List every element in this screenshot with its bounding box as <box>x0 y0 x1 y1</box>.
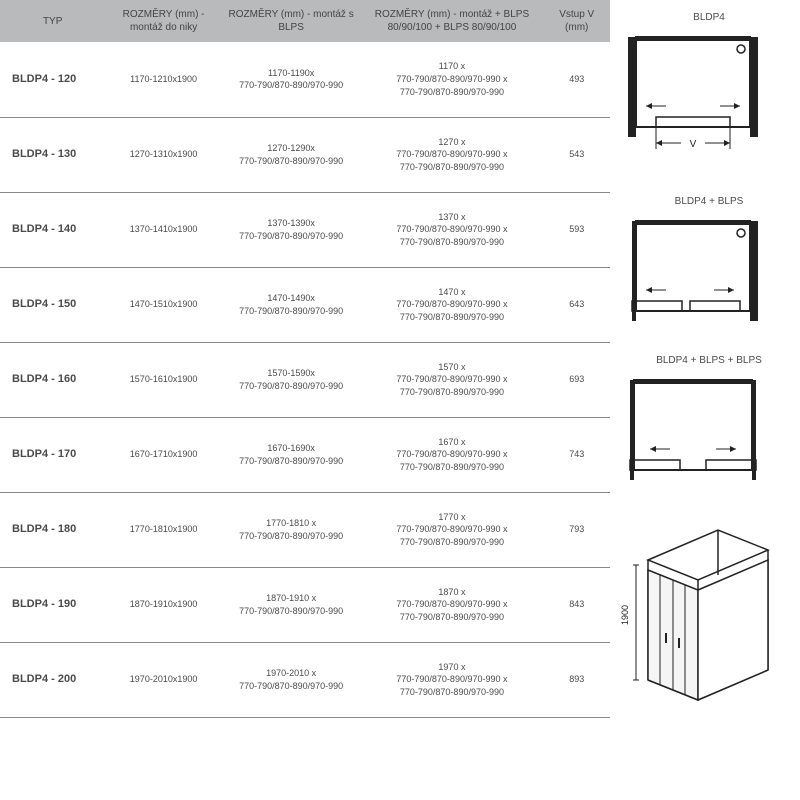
cell-c3: 1670 x770-790/870-890/970-990 x770-790/8… <box>360 417 543 492</box>
cell-c1: 1870-1910x1900 <box>105 567 221 642</box>
header-c4: Vstup V (mm) <box>543 0 610 42</box>
cell-c2: 1170-1190x770-790/870-890/970-990 <box>222 42 361 117</box>
cell-c3: 1770 x770-790/870-890/970-990 x770-790/8… <box>360 492 543 567</box>
header-c3: ROZMĚRY (mm) - montáž + BLPS 80/90/100 +… <box>360 0 543 42</box>
cell-c4: 493 <box>543 42 610 117</box>
cell-typ: BLDP4 - 170 <box>0 417 105 492</box>
diagram1-title: BLDP4 <box>618 12 800 23</box>
cell-c1: 1970-2010x1900 <box>105 642 221 717</box>
cell-c3: 1570 x770-790/870-890/970-990 x770-790/8… <box>360 342 543 417</box>
diagrams-panel: BLDP4 V BLDP4 + BLPS <box>610 0 800 800</box>
table-row: BLDP4 - 1201170-1210x19001170-1190x770-7… <box>0 42 610 117</box>
header-c1: ROZMĚRY (mm) - montáž do niky <box>105 0 221 42</box>
cell-c1: 1470-1510x1900 <box>105 267 221 342</box>
diagram3-title: BLDP4 + BLPS + BLPS <box>618 355 800 366</box>
cell-c4: 693 <box>543 342 610 417</box>
header-typ: TYP <box>0 0 105 42</box>
header-c2: ROZMĚRY (mm) - montáž s BLPS <box>222 0 361 42</box>
cell-c2: 1470-1490x770-790/870-890/970-990 <box>222 267 361 342</box>
cell-typ: BLDP4 - 140 <box>0 192 105 267</box>
table-row: BLDP4 - 1601570-1610x19001570-1590x770-7… <box>0 342 610 417</box>
cell-c4: 743 <box>543 417 610 492</box>
cell-typ: BLDP4 - 180 <box>0 492 105 567</box>
diagram2-title: BLDP4 + BLPS <box>618 196 800 207</box>
table-row: BLDP4 - 1401370-1410x19001370-1390x770-7… <box>0 192 610 267</box>
cell-c4: 593 <box>543 192 610 267</box>
cell-typ: BLDP4 - 160 <box>0 342 105 417</box>
cell-c3: 1170 x770-790/870-890/970-990 x770-790/8… <box>360 42 543 117</box>
cell-c2: 1570-1590x770-790/870-890/970-990 <box>222 342 361 417</box>
cell-c2: 1870-1910 x770-790/870-890/970-990 <box>222 567 361 642</box>
cell-c3: 1270 x770-790/870-890/970-990 x770-790/8… <box>360 117 543 192</box>
cell-c3: 1870 x770-790/870-890/970-990 x770-790/8… <box>360 567 543 642</box>
table-row: BLDP4 - 2001970-2010x19001970-2010 x770-… <box>0 642 610 717</box>
cell-c2: 1370-1390x770-790/870-890/970-990 <box>222 192 361 267</box>
table-header-row: TYP ROZMĚRY (mm) - montáž do niky ROZMĚR… <box>0 0 610 42</box>
diagram-3d: 1900 <box>618 510 788 710</box>
cell-c1: 1770-1810x1900 <box>105 492 221 567</box>
cell-c4: 643 <box>543 267 610 342</box>
cell-c4: 843 <box>543 567 610 642</box>
cell-typ: BLDP4 - 120 <box>0 42 105 117</box>
table-row: BLDP4 - 1501470-1510x19001470-1490x770-7… <box>0 267 610 342</box>
cell-c3: 1970 x770-790/870-890/970-990 x770-790/8… <box>360 642 543 717</box>
table-row: BLDP4 - 1901870-1910x19001870-1910 x770-… <box>0 567 610 642</box>
table-row: BLDP4 - 1301270-1310x19001270-1290x770-7… <box>0 117 610 192</box>
cell-c4: 893 <box>543 642 610 717</box>
diagram-bldp4: V <box>618 31 768 171</box>
height-label: 1900 <box>620 605 630 625</box>
v-label: V <box>690 139 697 150</box>
dimensions-table: TYP ROZMĚRY (mm) - montáž do niky ROZMĚR… <box>0 0 610 800</box>
cell-c1: 1170-1210x1900 <box>105 42 221 117</box>
diagram-bldp4-blps-blps <box>618 374 768 489</box>
cell-typ: BLDP4 - 190 <box>0 567 105 642</box>
cell-c2: 1970-2010 x770-790/870-890/970-990 <box>222 642 361 717</box>
cell-typ: BLDP4 - 200 <box>0 642 105 717</box>
cell-c1: 1670-1710x1900 <box>105 417 221 492</box>
table-row: BLDP4 - 1701670-1710x19001670-1690x770-7… <box>0 417 610 492</box>
table-row: BLDP4 - 1801770-1810x19001770-1810 x770-… <box>0 492 610 567</box>
cell-c1: 1370-1410x1900 <box>105 192 221 267</box>
cell-c4: 793 <box>543 492 610 567</box>
cell-typ: BLDP4 - 130 <box>0 117 105 192</box>
cell-typ: BLDP4 - 150 <box>0 267 105 342</box>
cell-c3: 1370 x770-790/870-890/970-990 x770-790/8… <box>360 192 543 267</box>
cell-c3: 1470 x770-790/870-890/970-990 x770-790/8… <box>360 267 543 342</box>
cell-c2: 1270-1290x770-790/870-890/970-990 <box>222 117 361 192</box>
cell-c2: 1670-1690x770-790/870-890/970-990 <box>222 417 361 492</box>
cell-c1: 1570-1610x1900 <box>105 342 221 417</box>
cell-c4: 543 <box>543 117 610 192</box>
diagram-bldp4-blps <box>618 215 768 330</box>
cell-c1: 1270-1310x1900 <box>105 117 221 192</box>
cell-c2: 1770-1810 x770-790/870-890/970-990 <box>222 492 361 567</box>
